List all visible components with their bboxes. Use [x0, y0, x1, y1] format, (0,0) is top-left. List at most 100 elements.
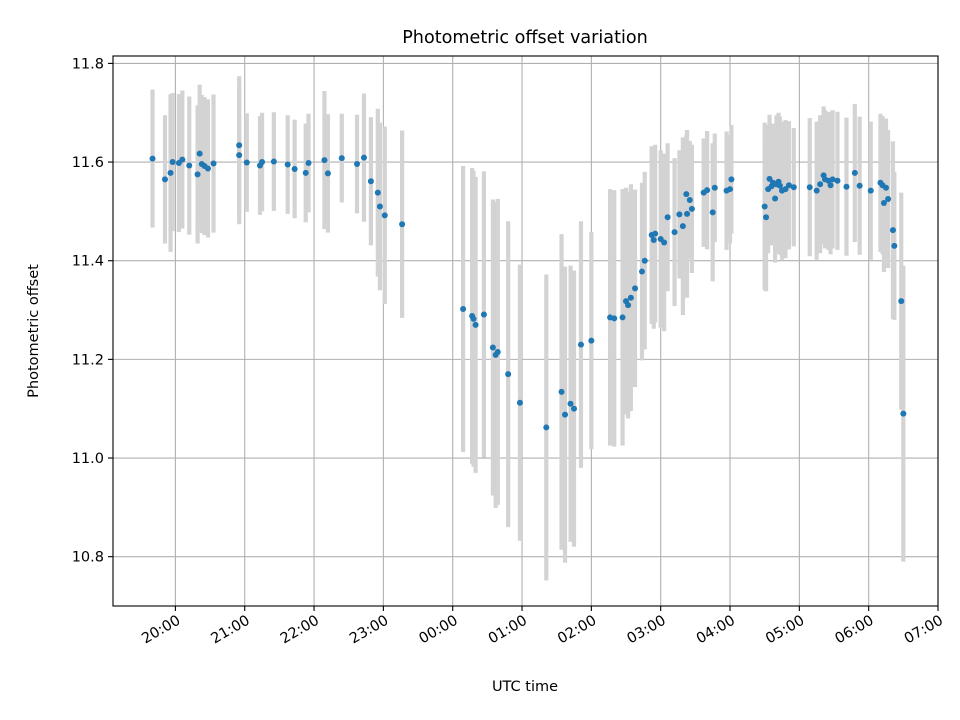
point-layer: [149, 142, 907, 431]
data-point: [270, 158, 277, 165]
data-point: [627, 294, 634, 301]
data-point: [305, 160, 312, 167]
data-point: [571, 405, 578, 412]
data-point: [885, 196, 892, 203]
data-point: [186, 162, 193, 169]
axes-frame: [112, 55, 939, 607]
data-point: [867, 187, 874, 194]
data-point: [856, 182, 863, 189]
data-point: [236, 152, 243, 159]
data-point: [785, 182, 792, 189]
data-point: [891, 242, 898, 249]
data-point: [638, 268, 645, 275]
data-point: [813, 187, 820, 194]
data-point: [354, 161, 361, 168]
data-point: [472, 321, 479, 328]
y-tick-label: 11.8: [72, 56, 104, 72]
data-point: [381, 212, 388, 219]
data-point: [179, 156, 186, 163]
data-point: [763, 214, 770, 221]
data-point: [259, 159, 266, 166]
y-tick-label: 11.6: [72, 155, 104, 171]
data-point: [650, 236, 657, 243]
chart-title: Photometric offset variation: [402, 28, 648, 48]
data-point: [686, 197, 693, 204]
data-point: [880, 199, 887, 206]
data-point: [652, 230, 659, 237]
data-point: [577, 341, 584, 348]
data-point: [149, 155, 156, 162]
y-tick-label: 10.8: [72, 550, 104, 566]
data-point: [889, 227, 896, 234]
data-point: [827, 182, 834, 189]
data-point: [727, 186, 734, 193]
data-point: [505, 371, 512, 378]
data-point: [588, 337, 595, 344]
data-point: [489, 344, 496, 351]
data-point: [558, 388, 565, 395]
data-point: [194, 171, 201, 178]
data-point: [671, 229, 678, 236]
data-point: [284, 161, 291, 168]
data-point: [619, 314, 626, 321]
y-axis-label: Photometric offset: [26, 264, 42, 398]
data-point: [291, 165, 298, 172]
data-point: [367, 178, 374, 185]
data-point: [470, 315, 477, 322]
data-point: [167, 169, 174, 176]
data-point: [632, 285, 639, 292]
data-point: [679, 223, 686, 230]
data-point: [625, 302, 632, 309]
data-point: [360, 154, 367, 161]
data-point: [684, 210, 691, 217]
data-point: [709, 209, 716, 216]
data-point: [338, 155, 345, 162]
data-point: [843, 183, 850, 190]
data-point: [790, 184, 797, 191]
data-point: [567, 400, 574, 407]
data-point: [664, 214, 671, 221]
data-point: [834, 177, 841, 184]
data-point: [676, 211, 683, 218]
data-point: [782, 186, 789, 193]
data-point: [460, 306, 467, 313]
data-point: [817, 181, 824, 188]
data-point: [494, 348, 501, 355]
data-point: [516, 399, 523, 406]
data-point: [851, 169, 858, 176]
data-point: [302, 169, 309, 176]
data-point: [204, 165, 211, 172]
data-point: [321, 157, 328, 164]
data-point: [161, 176, 168, 183]
data-point: [641, 257, 648, 264]
data-point: [399, 221, 406, 228]
y-tick-label: 11.4: [72, 254, 104, 270]
data-point: [661, 239, 668, 246]
data-point: [772, 195, 779, 202]
data-point: [196, 150, 203, 157]
data-point: [806, 184, 813, 191]
x-axis-label: UTC time: [492, 679, 558, 695]
data-point: [883, 184, 890, 191]
data-point: [766, 175, 773, 182]
data-point: [728, 176, 735, 183]
data-point: [562, 411, 569, 418]
data-point: [711, 184, 718, 191]
data-point: [900, 410, 907, 417]
data-point: [776, 182, 783, 189]
data-point: [704, 187, 711, 194]
data-point: [243, 159, 250, 166]
data-point: [210, 160, 217, 167]
data-point: [236, 142, 243, 149]
y-tick-label: 11.0: [72, 451, 104, 467]
data-point: [611, 315, 618, 322]
data-point: [324, 170, 331, 177]
data-point: [688, 205, 695, 212]
y-tick-label: 11.2: [72, 352, 104, 368]
data-point: [480, 311, 487, 318]
data-point: [543, 424, 550, 431]
data-point: [374, 189, 381, 196]
data-point: [761, 203, 768, 210]
